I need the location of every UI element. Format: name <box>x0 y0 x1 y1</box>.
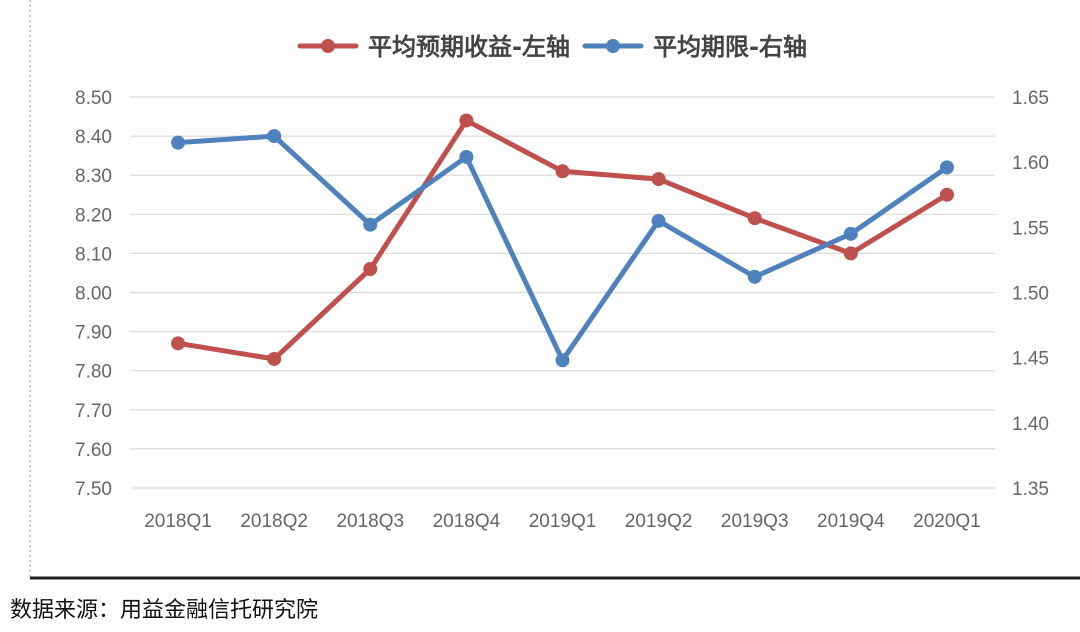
x-tick-label: 2019Q2 <box>625 511 693 532</box>
data-point <box>651 213 666 228</box>
data-point <box>171 336 186 351</box>
left-tick-label: 7.90 <box>75 323 112 344</box>
legend-marker <box>606 39 620 53</box>
right-tick-label: 1.50 <box>1012 284 1049 305</box>
legend: 平均预期收益-左轴 平均期限-右轴 <box>297 33 807 61</box>
left-tick-label: 8.50 <box>75 88 112 109</box>
right-tick-label: 1.60 <box>1012 153 1049 174</box>
data-point <box>555 353 570 368</box>
right-tick-label: 1.55 <box>1012 218 1049 239</box>
data-point <box>939 187 954 202</box>
right-tick-label: 1.40 <box>1012 414 1049 435</box>
left-tick-label: 8.40 <box>75 127 112 148</box>
data-point <box>843 226 858 241</box>
left-tick-label: 8.20 <box>75 205 112 226</box>
data-point <box>459 113 474 128</box>
data-point <box>363 217 378 232</box>
x-axis: 2018Q1 2018Q2 2018Q3 2018Q4 2019Q1 2019Q2 2019… <box>144 511 981 532</box>
legend-marker <box>321 39 335 53</box>
legend-label: 平均期限-右轴 <box>653 33 807 61</box>
x-tick-label: 2019Q4 <box>817 511 885 532</box>
data-point <box>651 172 666 187</box>
right-tick-label: 1.35 <box>1012 479 1049 500</box>
left-tick-label: 8.30 <box>75 166 112 187</box>
x-tick-label: 2019Q1 <box>529 511 597 532</box>
series-layer <box>171 113 954 368</box>
x-tick-label: 2018Q4 <box>433 511 501 532</box>
data-point <box>843 246 858 261</box>
data-point <box>459 149 474 164</box>
left-tick-label: 7.60 <box>75 440 112 461</box>
data-point <box>267 351 282 366</box>
data-point <box>363 262 378 277</box>
x-tick-label: 2018Q1 <box>144 511 212 532</box>
right-tick-label: 1.45 <box>1012 349 1049 370</box>
x-tick-label: 2019Q3 <box>721 511 789 532</box>
x-tick-label: 2018Q3 <box>336 511 404 532</box>
right-tick-label: 1.65 <box>1012 88 1049 109</box>
data-point <box>171 135 186 150</box>
left-tick-label: 8.00 <box>75 284 112 305</box>
left-axis: 8.50 8.40 8.30 8.20 8.10 8.00 7.90 7.80 7.70 7.60… <box>75 88 112 500</box>
source-note: 数据来源：用益金融信托研究院 <box>10 598 319 623</box>
left-tick-label: 8.10 <box>75 244 112 265</box>
data-point <box>939 160 954 175</box>
x-tick-label: 2020Q1 <box>913 511 981 532</box>
left-tick-label: 7.70 <box>75 401 112 422</box>
data-point <box>267 129 282 144</box>
data-point <box>555 164 570 179</box>
legend-label: 平均预期收益-左轴 <box>368 33 570 61</box>
left-tick-label: 7.50 <box>75 479 112 500</box>
series-2 <box>171 129 954 368</box>
x-tick-label: 2018Q2 <box>240 511 308 532</box>
left-tick-label: 7.80 <box>75 362 112 383</box>
right-axis: 1.65 1.60 1.55 1.50 1.45 1.40 1.35 <box>1012 88 1049 500</box>
gridlines <box>130 96 995 489</box>
data-point <box>747 211 762 226</box>
data-point <box>747 269 762 284</box>
series-1 <box>171 113 954 366</box>
